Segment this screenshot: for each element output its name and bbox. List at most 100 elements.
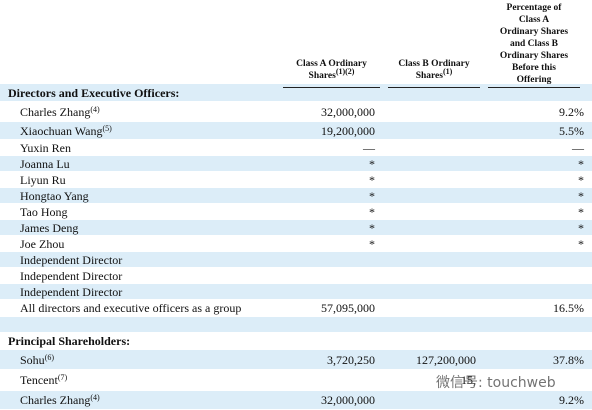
row-label: Hongtao Yang <box>20 188 89 204</box>
cell-value: 9.2% <box>559 393 584 407</box>
table-row: All directors and executive officers as … <box>0 300 592 316</box>
row-label: Tencent(7) <box>20 372 67 388</box>
class-b-header: Class B Ordinary Shares(1) <box>388 58 480 82</box>
cell-value: 9.2% <box>559 104 584 119</box>
table-row: Tencent(7) 15, <box>0 370 592 390</box>
cell-value: — <box>363 140 375 155</box>
name-text: James Deng <box>20 220 79 235</box>
table-row: Joe Zhou * * <box>0 236 592 251</box>
row-label: Xiaochuan Wang(5) <box>20 123 112 139</box>
cell-value: — <box>572 140 584 155</box>
name-text: Independent Director <box>20 284 123 299</box>
footnote-ref: (7) <box>57 373 68 382</box>
table-row: Sohu(6) 3,720,250 127,200,000 37.8% <box>0 350 592 369</box>
cell-value: * <box>369 156 375 171</box>
name-text: Independent Director <box>20 252 123 267</box>
table-row: Independent Director <box>0 284 592 299</box>
header-text: Shares <box>308 71 336 81</box>
cell-value: * <box>369 172 375 187</box>
row-label: James Deng <box>20 220 78 236</box>
cell-value: 15, <box>461 373 476 387</box>
name-text: Tencent <box>20 373 58 387</box>
row-label: Independent Director <box>20 284 122 300</box>
cell-value: * <box>369 188 375 203</box>
name-text: Sohu <box>20 352 45 367</box>
table-row: Yuxin Ren — — <box>0 140 592 155</box>
cell-value: * <box>578 204 584 219</box>
cell-value: * <box>578 220 584 235</box>
header-line: Ordinary Shares <box>499 51 569 61</box>
table-row: Principal Shareholders: <box>0 333 592 349</box>
cell-value: 57,095,000 <box>321 301 375 315</box>
header-line: Offering <box>516 75 552 85</box>
table-row: James Deng * * <box>0 220 592 235</box>
cell-value: 32,000,000 <box>321 393 375 407</box>
watermark: 微信号: touchweb <box>436 375 556 391</box>
row-label: Charles Zhang(4) <box>20 392 100 408</box>
name-text: Independent Director <box>20 268 123 283</box>
header-line: Class A <box>518 15 550 25</box>
table-row: Liyun Ru * * <box>0 172 592 187</box>
footnote-ref: (5) <box>102 123 112 133</box>
row-label: Sohu(6) <box>20 352 54 368</box>
cell-value: 5.5% <box>559 123 584 138</box>
table-row: Joanna Lu * * <box>0 156 592 171</box>
name-text: Yuxin Ren <box>20 140 71 155</box>
row-label: Joe Zhou <box>20 236 64 252</box>
cell-value: * <box>369 220 375 235</box>
header-line: Class A Ordinary <box>296 59 367 69</box>
row-label: Charles Zhang(4) <box>20 104 100 120</box>
cell-value: 127,200,000 <box>416 352 476 367</box>
cell-value: 16.5% <box>553 301 584 315</box>
row-label: Directors and Executive Officers: <box>8 85 179 101</box>
rule <box>388 87 480 88</box>
header-line: Class B Ordinary <box>398 59 470 69</box>
table-row: Hongtao Yang * * <box>0 188 592 203</box>
name-text: Charles Zhang <box>20 393 91 407</box>
class-a-header: Class A Ordinary Shares(1)(2) <box>283 58 380 82</box>
footnote-ref: (4) <box>90 393 100 402</box>
table-row: Independent Director <box>0 252 592 267</box>
cell-value: * <box>578 188 584 203</box>
name-text: Joe Zhou <box>20 236 65 251</box>
row-label: All directors and executive officers as … <box>20 300 241 316</box>
cell-value: * <box>578 172 584 187</box>
cell-value: 3,720,250 <box>327 352 375 367</box>
name-text: Joanna Lu <box>20 156 70 171</box>
rule <box>488 87 580 88</box>
footnote-ref: (4) <box>90 104 100 114</box>
footnote-ref: (6) <box>44 352 55 362</box>
cell-value: * <box>578 236 584 251</box>
name-text: Directors and Executive Officers: <box>8 85 180 100</box>
header-line: and Class B <box>509 39 559 49</box>
name-text: All directors and executive officers as … <box>20 301 242 315</box>
table-row <box>0 317 592 332</box>
table-row: Independent Director <box>0 268 592 283</box>
cell-value: * <box>369 236 375 251</box>
row-label: Yuxin Ren <box>20 140 71 156</box>
row-label: Tao Hong <box>20 204 67 220</box>
cell-value: 32,000,000 <box>321 104 375 119</box>
name-text: Charles Zhang <box>20 104 91 119</box>
percentage-header: Percentage of Class A Ordinary Shares and C… <box>488 2 580 86</box>
header-line: Ordinary Shares <box>499 27 569 37</box>
table-row: Charles Zhang(4) 32,000,000 9.2% <box>0 102 592 121</box>
row-label: Liyun Ru <box>20 172 66 188</box>
table-row: Charles Zhang(4) 32,000,000 9.2% <box>0 391 592 409</box>
cell-value: * <box>369 204 375 219</box>
row-label: Independent Director <box>20 252 122 268</box>
footnote-ref: (1) <box>442 67 453 76</box>
table-row: Tao Hong * * <box>0 204 592 219</box>
header-line: Before this <box>512 63 556 73</box>
cell-value: * <box>578 156 584 171</box>
name-text: Xiaochuan Wang <box>20 123 103 138</box>
row-label: Principal Shareholders: <box>8 333 130 349</box>
table-row: Directors and Executive Officers: <box>0 84 592 101</box>
name-text: Hongtao Yang <box>20 188 89 203</box>
rule <box>283 87 380 88</box>
name-text: Principal Shareholders: <box>8 334 131 348</box>
header-line: Percentage of <box>506 3 562 13</box>
name-text: Tao Hong <box>20 204 68 219</box>
footnote-ref: (1)(2) <box>335 67 355 76</box>
